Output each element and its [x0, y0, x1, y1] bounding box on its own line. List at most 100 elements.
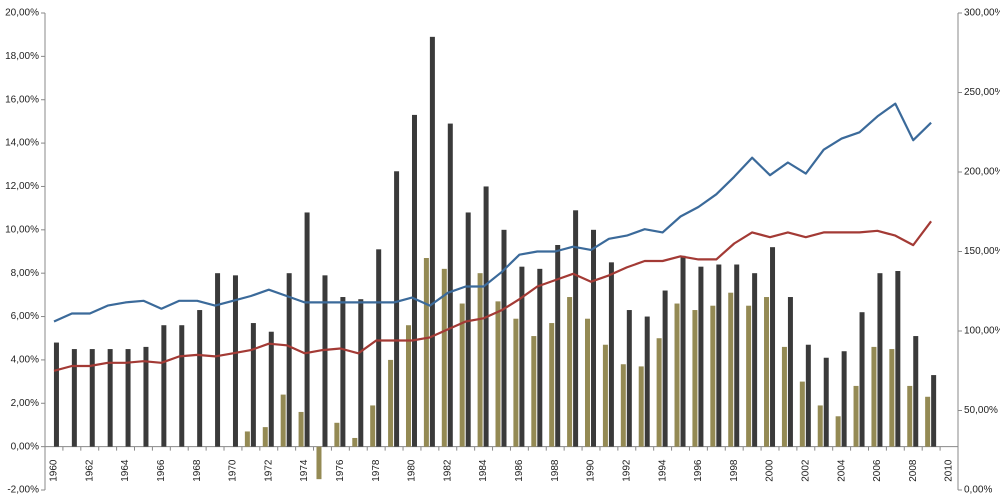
y2-tick-label: 200,00%: [964, 167, 1000, 178]
x-tick-label: 1986: [514, 459, 525, 482]
y2-tick-label: 50,00%: [964, 405, 998, 416]
y-tick-label: 12,00%: [5, 181, 39, 192]
bar: [817, 405, 823, 447]
bar: [459, 303, 465, 447]
bar: [405, 325, 411, 447]
bar: [262, 427, 268, 447]
y-tick-label: 8,00%: [11, 268, 39, 279]
line: [53, 102, 932, 323]
bar: [304, 212, 310, 447]
bar: [799, 381, 805, 447]
bar: [334, 422, 340, 447]
bar: [197, 310, 203, 447]
y-tick-label: 16,00%: [5, 94, 39, 105]
bar: [781, 346, 787, 447]
bar: [805, 344, 811, 447]
x-tick-label: 1996: [693, 459, 704, 482]
bar: [495, 301, 501, 447]
x-tick-label: 2006: [872, 459, 883, 482]
bar: [244, 431, 250, 447]
x-tick-label: 1970: [228, 459, 239, 482]
bar: [853, 385, 859, 447]
bar: [680, 255, 686, 447]
bar: [513, 318, 519, 447]
bar: [250, 323, 256, 447]
bar: [602, 344, 608, 447]
y-tick-label: -2,00%: [7, 485, 39, 496]
bar: [268, 331, 274, 447]
x-tick-label: 1982: [442, 459, 453, 482]
y2-tick-label: 100,00%: [964, 326, 1000, 337]
x-tick-label: 1964: [120, 459, 131, 482]
bar: [835, 416, 841, 447]
bar: [764, 297, 770, 447]
bar: [698, 266, 704, 447]
bar: [787, 297, 793, 447]
bar: [567, 297, 573, 447]
bar: [907, 385, 913, 447]
y-tick-label: 6,00%: [11, 311, 39, 322]
bar: [931, 375, 937, 447]
x-tick-label: 2010: [944, 459, 955, 482]
y-tick-label: 20,00%: [5, 8, 39, 19]
bar: [143, 346, 149, 447]
bar: [656, 338, 662, 447]
x-tick-label: 1968: [192, 459, 203, 482]
bar: [877, 273, 883, 447]
bar: [215, 273, 221, 447]
bar: [501, 229, 507, 447]
x-tick-label: 1980: [407, 459, 418, 482]
bar: [125, 349, 131, 447]
x-tick-label: 1998: [729, 459, 740, 482]
bar: [441, 268, 447, 447]
y2-tick-label: 150,00%: [964, 246, 1000, 257]
x-tick-label: 1978: [371, 459, 382, 482]
y2-tick-label: 0,00%: [964, 485, 992, 496]
bar: [537, 268, 543, 447]
x-tick-label: 1984: [478, 459, 489, 482]
bar: [692, 310, 698, 447]
x-tick-label: 2000: [765, 459, 776, 482]
bar: [388, 359, 394, 447]
bar: [411, 114, 417, 447]
bar: [429, 36, 435, 447]
x-tick-label: 1992: [621, 459, 632, 482]
bar: [746, 305, 752, 447]
x-tick-label: 1966: [156, 459, 167, 482]
bar: [925, 396, 931, 447]
x-tick-label: 2008: [908, 459, 919, 482]
bar: [298, 411, 304, 447]
bar: [734, 264, 740, 447]
bar: [447, 123, 453, 447]
bar: [232, 275, 238, 447]
bar: [89, 349, 95, 447]
bar: [340, 297, 346, 447]
bar: [477, 273, 483, 447]
y-tick-label: 10,00%: [5, 224, 39, 235]
x-tick-label: 2004: [836, 459, 847, 482]
bar: [871, 346, 877, 447]
y-tick-label: 4,00%: [11, 355, 39, 366]
bar: [638, 366, 644, 447]
bar: [895, 271, 901, 447]
y-tick-label: 14,00%: [5, 138, 39, 149]
y-tick-label: 2,00%: [11, 398, 39, 409]
bar: [620, 364, 626, 447]
bar: [316, 446, 322, 480]
bar: [71, 349, 77, 447]
bar: [841, 351, 847, 447]
bar: [280, 394, 286, 447]
bar: [358, 299, 364, 447]
bar: [107, 349, 113, 447]
y2-tick-label: 250,00%: [964, 87, 1000, 98]
bar: [674, 303, 680, 447]
bar: [585, 318, 591, 447]
bar: [752, 273, 758, 447]
bar: [531, 336, 537, 447]
y2-tick-label: 300,00%: [964, 8, 1000, 19]
bar: [889, 349, 895, 447]
bar: [644, 316, 650, 447]
line: [53, 220, 932, 372]
bar: [53, 342, 59, 447]
